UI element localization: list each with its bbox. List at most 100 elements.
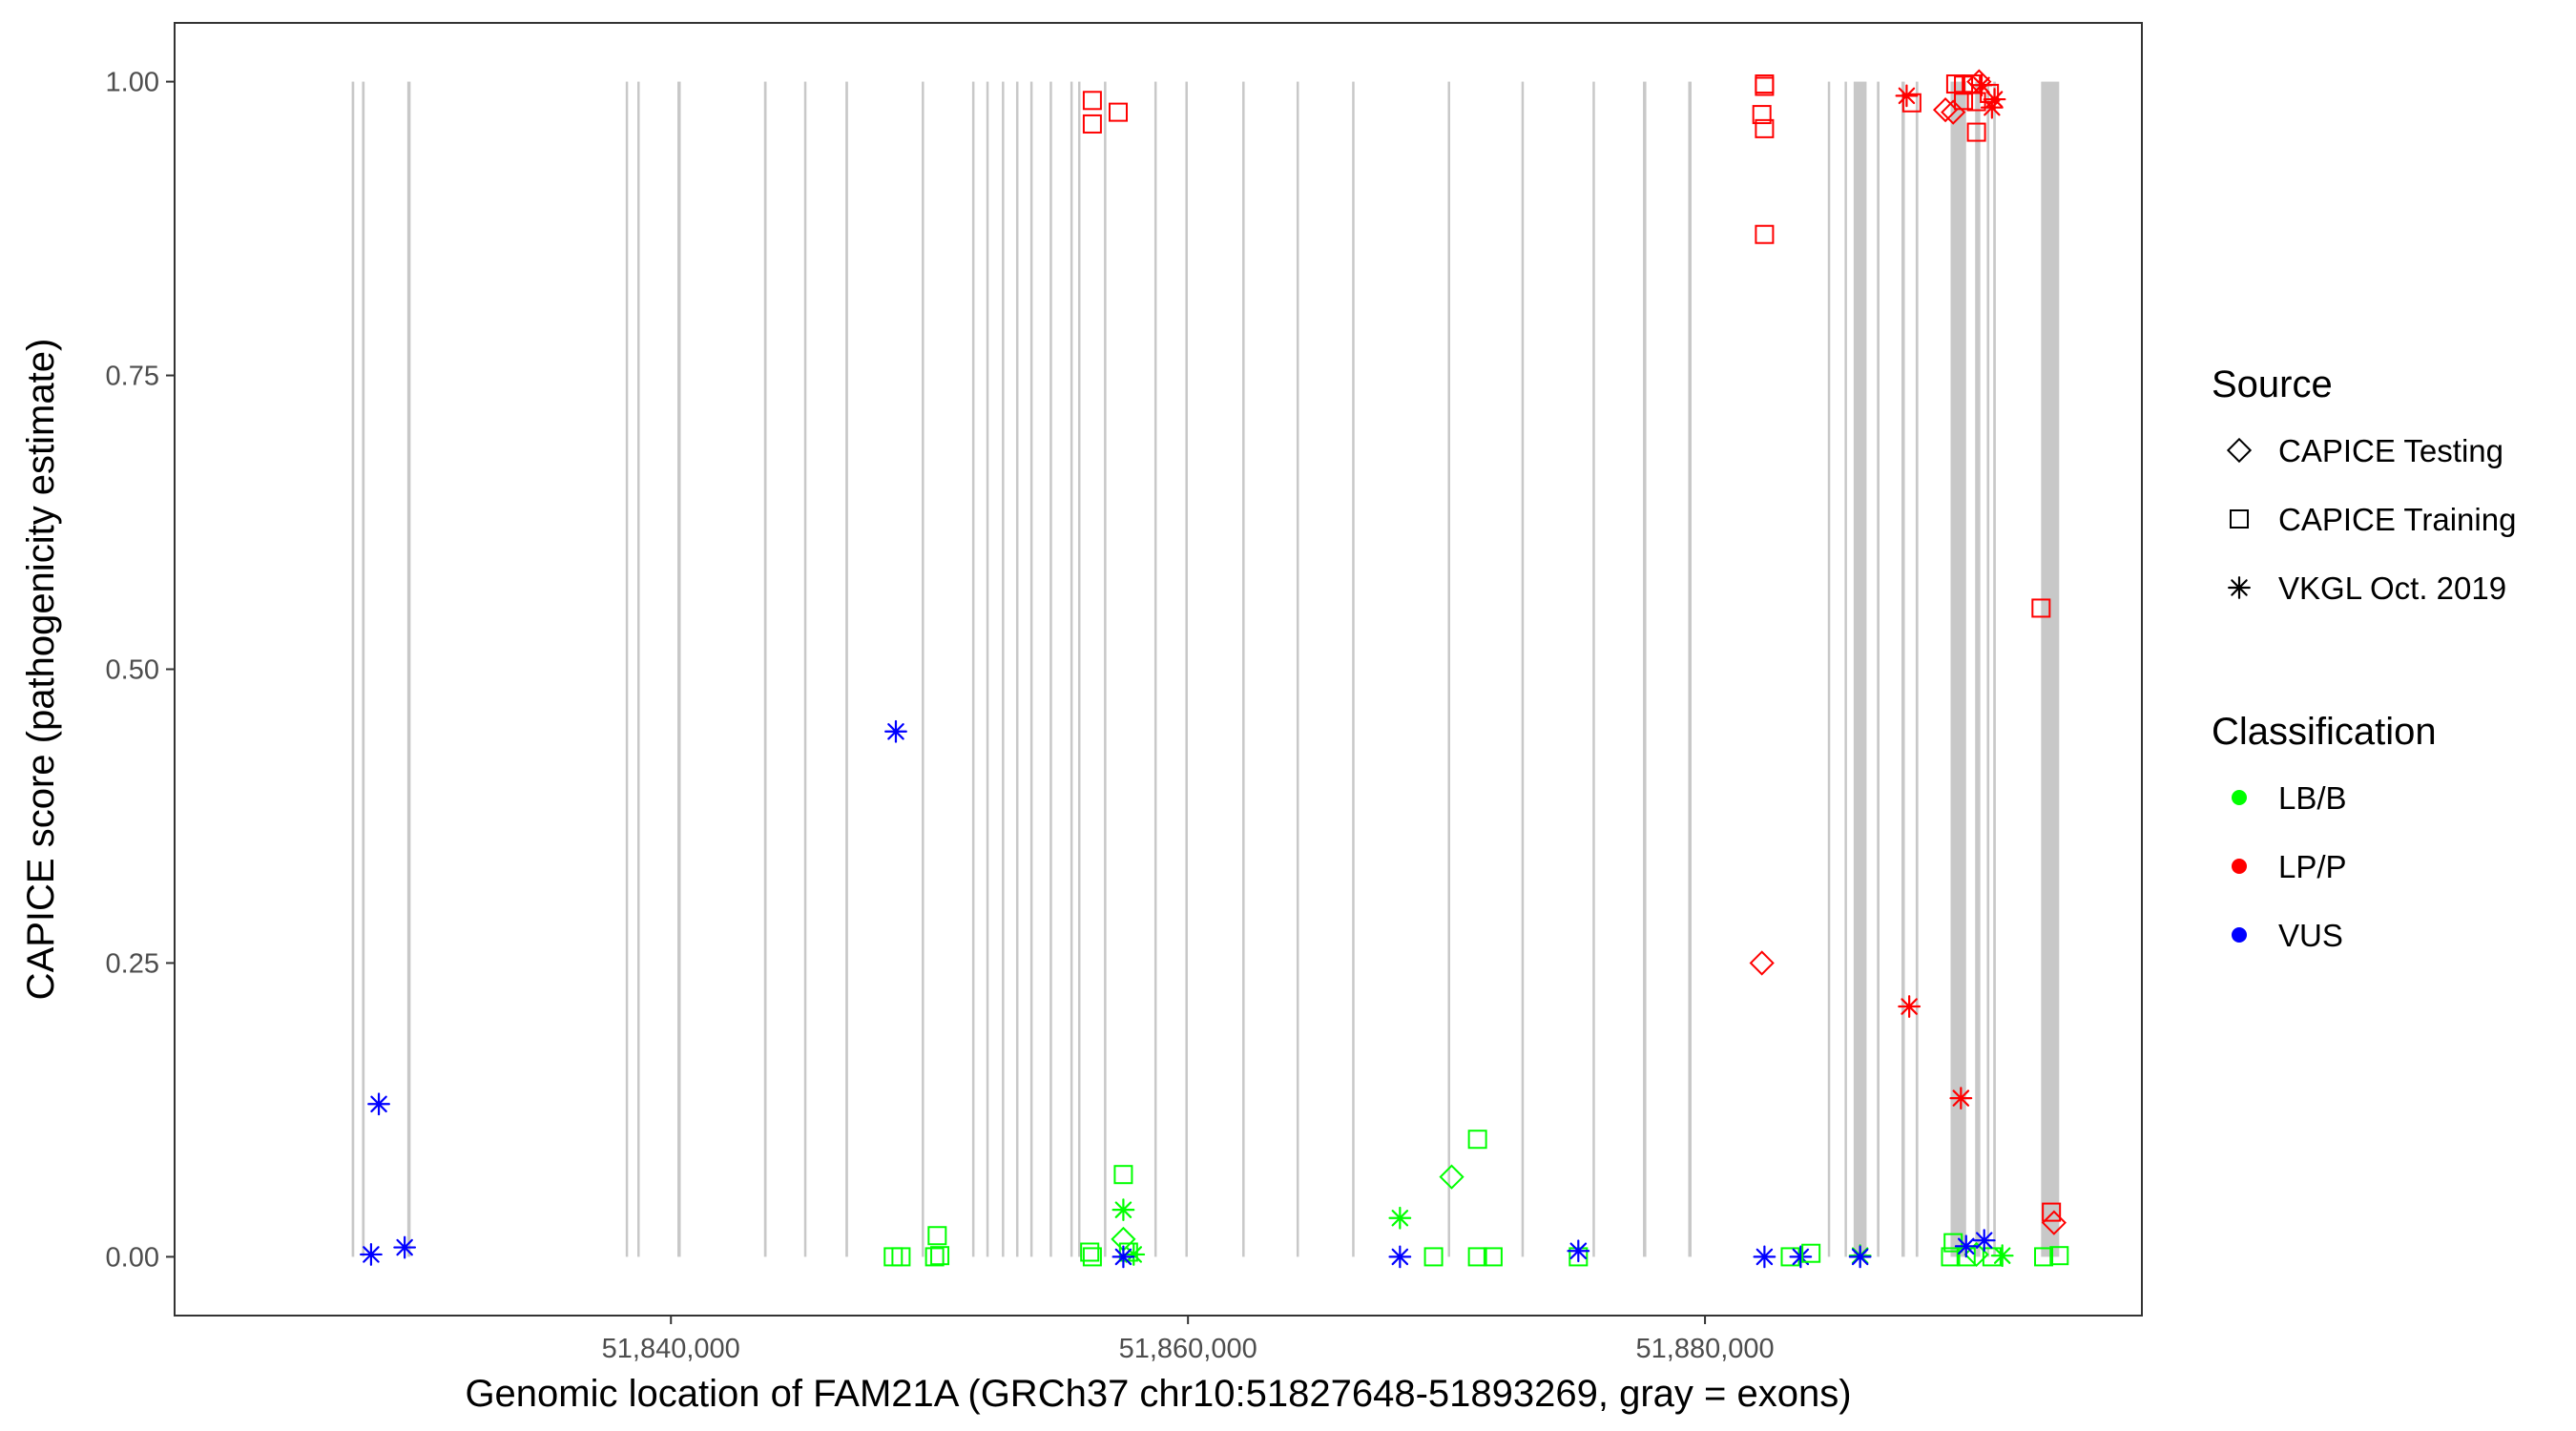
y-tick-label: 1.00 bbox=[106, 68, 159, 98]
exon-band bbox=[845, 81, 848, 1257]
legend-classification-key bbox=[2232, 927, 2247, 943]
exon-band bbox=[1029, 81, 1033, 1257]
data-point bbox=[1990, 1244, 2014, 1268]
data-point bbox=[1755, 224, 1775, 244]
data-point bbox=[1082, 1247, 1102, 1267]
data-point bbox=[1966, 122, 1986, 142]
data-point bbox=[884, 719, 907, 743]
exon-band bbox=[1070, 81, 1073, 1257]
exon-band bbox=[763, 81, 767, 1257]
data-point bbox=[2031, 598, 2051, 618]
legend-source: Source CAPICE Testing CAPICE Training VKGL… bbox=[2212, 363, 2516, 606]
data-point bbox=[1439, 1164, 1465, 1190]
exon-band bbox=[1153, 81, 1157, 1257]
data-point bbox=[1755, 118, 1775, 138]
exon-band bbox=[362, 81, 365, 1257]
y-tick-label: 0.00 bbox=[106, 1242, 159, 1273]
exon-band bbox=[406, 81, 411, 1257]
data-point bbox=[2034, 1247, 2054, 1267]
data-point bbox=[1111, 1198, 1135, 1222]
data-point bbox=[1801, 1243, 1821, 1263]
data-point bbox=[1483, 1247, 1503, 1267]
exon-band bbox=[677, 81, 681, 1257]
x-tick-label: 51,880,000 bbox=[1636, 1334, 1775, 1364]
data-point bbox=[1109, 102, 1129, 122]
exon-band bbox=[1901, 81, 1905, 1257]
data-point bbox=[1082, 91, 1102, 111]
data-point bbox=[1895, 84, 1919, 108]
legend-source-key bbox=[2230, 509, 2249, 529]
exon-band bbox=[1592, 81, 1595, 1257]
data-point bbox=[367, 1092, 390, 1116]
data-point bbox=[1949, 1087, 1973, 1110]
data-point bbox=[1467, 1247, 1487, 1267]
data-point bbox=[1755, 76, 1775, 96]
exon-band bbox=[1078, 81, 1081, 1257]
legend-source-label: VKGL Oct. 2019 bbox=[2278, 570, 2506, 606]
data-point bbox=[1941, 1247, 1961, 1267]
exon-band bbox=[2041, 81, 2060, 1257]
exon-band bbox=[1915, 81, 1919, 1257]
x-tick-label: 51,840,000 bbox=[602, 1334, 740, 1364]
data-point bbox=[1423, 1247, 1444, 1267]
legend-source-label: CAPICE Testing bbox=[2278, 433, 2503, 468]
data-point bbox=[1749, 950, 1775, 976]
data-point bbox=[1752, 105, 1772, 125]
legend-classification-label: VUS bbox=[2278, 918, 2343, 953]
exon-band bbox=[1844, 81, 1847, 1257]
exon-band bbox=[1104, 81, 1107, 1257]
data-point bbox=[360, 1243, 383, 1266]
exon-band bbox=[1521, 81, 1525, 1257]
exon-band bbox=[1643, 81, 1647, 1257]
data-point bbox=[2042, 1202, 2062, 1222]
exon-band bbox=[1853, 81, 1867, 1257]
exon-band bbox=[1827, 81, 1831, 1257]
data-point bbox=[927, 1226, 947, 1246]
x-axis-title: Genomic location of FAM21A (GRCh37 chr10… bbox=[465, 1373, 1851, 1415]
exon-band bbox=[986, 81, 989, 1257]
data-point bbox=[1467, 1130, 1487, 1150]
data-point bbox=[1789, 1245, 1813, 1269]
data-point bbox=[1972, 1229, 1996, 1253]
exon-band bbox=[351, 81, 355, 1257]
x-tick-label: 51,860,000 bbox=[1119, 1334, 1257, 1364]
y-axis-title: CAPICE score (pathogenicity estimate) bbox=[20, 339, 62, 1001]
exon-band bbox=[637, 81, 640, 1257]
exon-band bbox=[1002, 81, 1005, 1257]
data-point bbox=[1113, 1165, 1133, 1185]
exon-band bbox=[1688, 81, 1692, 1257]
data-point bbox=[393, 1235, 417, 1259]
data-point bbox=[1080, 1242, 1100, 1262]
data-point bbox=[1753, 1245, 1776, 1269]
data-point bbox=[2041, 1210, 2067, 1235]
data-point bbox=[1954, 1234, 1978, 1258]
y-tick-label: 0.50 bbox=[106, 655, 159, 686]
legend-source-title: Source bbox=[2212, 363, 2333, 405]
exon-band bbox=[922, 81, 924, 1257]
data-point bbox=[924, 1247, 945, 1267]
exon-band bbox=[1296, 81, 1299, 1257]
data-point bbox=[1388, 1206, 1412, 1230]
y-tick-label: 0.25 bbox=[106, 948, 159, 979]
exon-band bbox=[1986, 81, 1990, 1257]
data-point bbox=[1970, 73, 1993, 97]
exon-bands bbox=[351, 81, 2060, 1257]
axes: 0.00 0.25 0.50 0.75 1.00 51,840,000 51,860,000… bbox=[106, 68, 1775, 1364]
legend-source-key bbox=[2228, 576, 2251, 599]
exon-band bbox=[1877, 81, 1880, 1257]
legend-classification-key bbox=[2232, 859, 2247, 874]
exon-band bbox=[1049, 81, 1052, 1257]
exon-band bbox=[971, 81, 975, 1257]
data-point bbox=[1980, 95, 2004, 119]
exon-band bbox=[1447, 81, 1450, 1257]
data-points bbox=[360, 69, 2069, 1269]
data-point bbox=[1388, 1245, 1412, 1269]
data-point bbox=[1111, 1245, 1135, 1269]
data-point bbox=[1848, 1245, 1872, 1269]
legend-classification: Classification LB/B LP/P VUS bbox=[2212, 711, 2437, 953]
exon-band bbox=[1352, 81, 1355, 1257]
data-point bbox=[1954, 91, 1974, 111]
data-point bbox=[1901, 93, 1922, 113]
exon-band bbox=[1950, 81, 1966, 1257]
